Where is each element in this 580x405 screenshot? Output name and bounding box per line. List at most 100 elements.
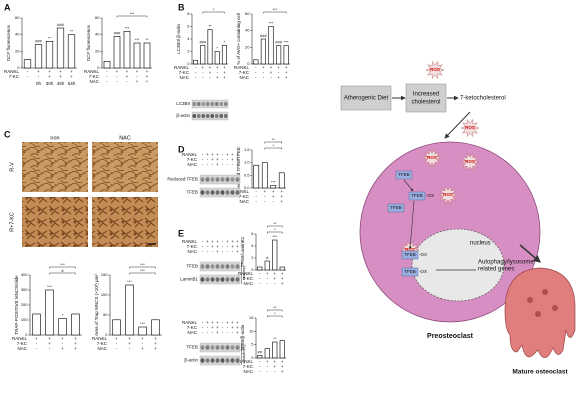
blot-band bbox=[210, 190, 215, 195]
tfeb-label: TFEB bbox=[398, 172, 410, 177]
condition-sign: + bbox=[216, 320, 219, 325]
condition-sign: + bbox=[74, 336, 77, 341]
panel-letter: A bbox=[4, 2, 11, 12]
bar bbox=[112, 319, 121, 336]
condition-sign: + bbox=[216, 330, 219, 335]
kc-label: 7-ketocholesterol bbox=[460, 96, 506, 102]
condition-sign: + bbox=[277, 75, 280, 80]
bar bbox=[253, 59, 259, 65]
condition-sign: + bbox=[48, 74, 51, 79]
condition-sign: + bbox=[48, 69, 51, 74]
bracket-label: * bbox=[272, 143, 274, 148]
condition-name: 7-KC bbox=[239, 70, 250, 75]
tfeb-box bbox=[408, 191, 426, 201]
condition-name: 7-KC bbox=[187, 244, 198, 249]
bar bbox=[56, 27, 65, 69]
condition-name: RANKL bbox=[84, 69, 100, 74]
nucleus-dot bbox=[552, 305, 558, 311]
significance: ### bbox=[35, 39, 42, 44]
condition-sign: + bbox=[266, 359, 269, 364]
bar bbox=[133, 42, 141, 69]
condition-sign: - bbox=[202, 157, 204, 162]
y-tick-label: 0 bbox=[25, 332, 28, 337]
condition-name: 7-KC bbox=[17, 341, 28, 346]
blot-band bbox=[220, 190, 225, 195]
y-tick-label: 10 bbox=[249, 328, 254, 333]
condition-sign: + bbox=[211, 157, 214, 162]
condition-sign: + bbox=[211, 320, 214, 325]
y-tick-label: 4 bbox=[251, 243, 254, 248]
bracket bbox=[267, 309, 283, 312]
blot-band bbox=[235, 358, 240, 363]
blot-band bbox=[205, 102, 210, 106]
condition-sign: - bbox=[222, 239, 224, 244]
significance: * bbox=[216, 46, 218, 51]
y-axis-label: TFEB/β-actin bbox=[240, 324, 245, 351]
condition-sign: + bbox=[236, 330, 239, 335]
bracket-label: *** bbox=[140, 262, 145, 267]
condition-sign: + bbox=[211, 244, 214, 249]
condition-sign: + bbox=[270, 65, 273, 70]
y-tick-label: 2 bbox=[251, 255, 254, 260]
micro-col: non bbox=[50, 135, 59, 141]
condition-name: NAC bbox=[187, 249, 197, 254]
condition-sign: - bbox=[126, 79, 128, 84]
bar bbox=[276, 45, 282, 65]
micrograph bbox=[22, 142, 88, 192]
condition-sign: + bbox=[281, 281, 284, 286]
significance: * bbox=[62, 313, 64, 318]
significance: *** bbox=[271, 180, 276, 185]
condition-sign: - bbox=[222, 320, 224, 325]
blot-band bbox=[225, 345, 230, 350]
bracket-label: * bbox=[274, 311, 276, 316]
bracket-label: ** bbox=[272, 137, 276, 142]
micro-col: NAC bbox=[119, 135, 131, 141]
bar bbox=[71, 313, 80, 336]
bracket bbox=[129, 272, 156, 275]
condition-sign: - bbox=[116, 346, 118, 351]
ros-burst bbox=[460, 152, 480, 172]
arrow bbox=[403, 179, 414, 192]
bracket-label: *** bbox=[130, 11, 135, 16]
y-axis-label: DCF fluorescence bbox=[6, 24, 11, 61]
condition-sign: + bbox=[231, 157, 234, 162]
condition-sign: - bbox=[259, 281, 261, 286]
condition-sign: - bbox=[202, 239, 204, 244]
condition-sign: + bbox=[206, 152, 209, 157]
condition-name: RANKL bbox=[182, 320, 198, 325]
y-axis-label: TFEB/LaminB1 bbox=[240, 236, 245, 267]
condition-sign: + bbox=[216, 325, 219, 330]
condition-sign: - bbox=[36, 341, 38, 346]
genes-label: Autophagy/lysosome bbox=[478, 260, 534, 266]
bracket-label: ** bbox=[273, 305, 277, 310]
bar bbox=[260, 38, 266, 65]
condition-sign: - bbox=[207, 157, 209, 162]
condition-sign: - bbox=[27, 74, 29, 79]
condition-sign: + bbox=[70, 69, 73, 74]
condition-sign: + bbox=[61, 336, 64, 341]
y-tick-label: 6 bbox=[187, 24, 190, 29]
condition-sign: + bbox=[263, 189, 266, 194]
condition-sign: - bbox=[259, 276, 261, 281]
cholesterol-label: Increased bbox=[413, 92, 439, 98]
bar bbox=[221, 44, 227, 65]
significance: ** bbox=[208, 24, 212, 29]
condition-sign: + bbox=[272, 194, 275, 199]
condition-sign: - bbox=[232, 330, 234, 335]
genes-label: related genes bbox=[478, 267, 514, 273]
blot-band bbox=[235, 177, 240, 182]
y-axis-label: DCF fluorescence bbox=[86, 24, 91, 61]
significance: *** bbox=[284, 40, 289, 45]
y-tick-label: 60 bbox=[15, 15, 20, 20]
condition-sign: - bbox=[259, 369, 261, 374]
condition-sign: - bbox=[274, 369, 276, 374]
tfeb-box bbox=[387, 203, 405, 213]
blot-side: Cytoplasm bbox=[242, 345, 247, 365]
ros-label: ROS bbox=[465, 159, 475, 164]
micrograph bbox=[92, 142, 158, 192]
significance: ### bbox=[57, 22, 64, 27]
panel-letter: C bbox=[4, 129, 11, 139]
blot-band bbox=[205, 345, 210, 350]
condition-name: RANKL bbox=[182, 152, 198, 157]
y-axis-label: LC3BII/ β-actin bbox=[176, 24, 181, 54]
